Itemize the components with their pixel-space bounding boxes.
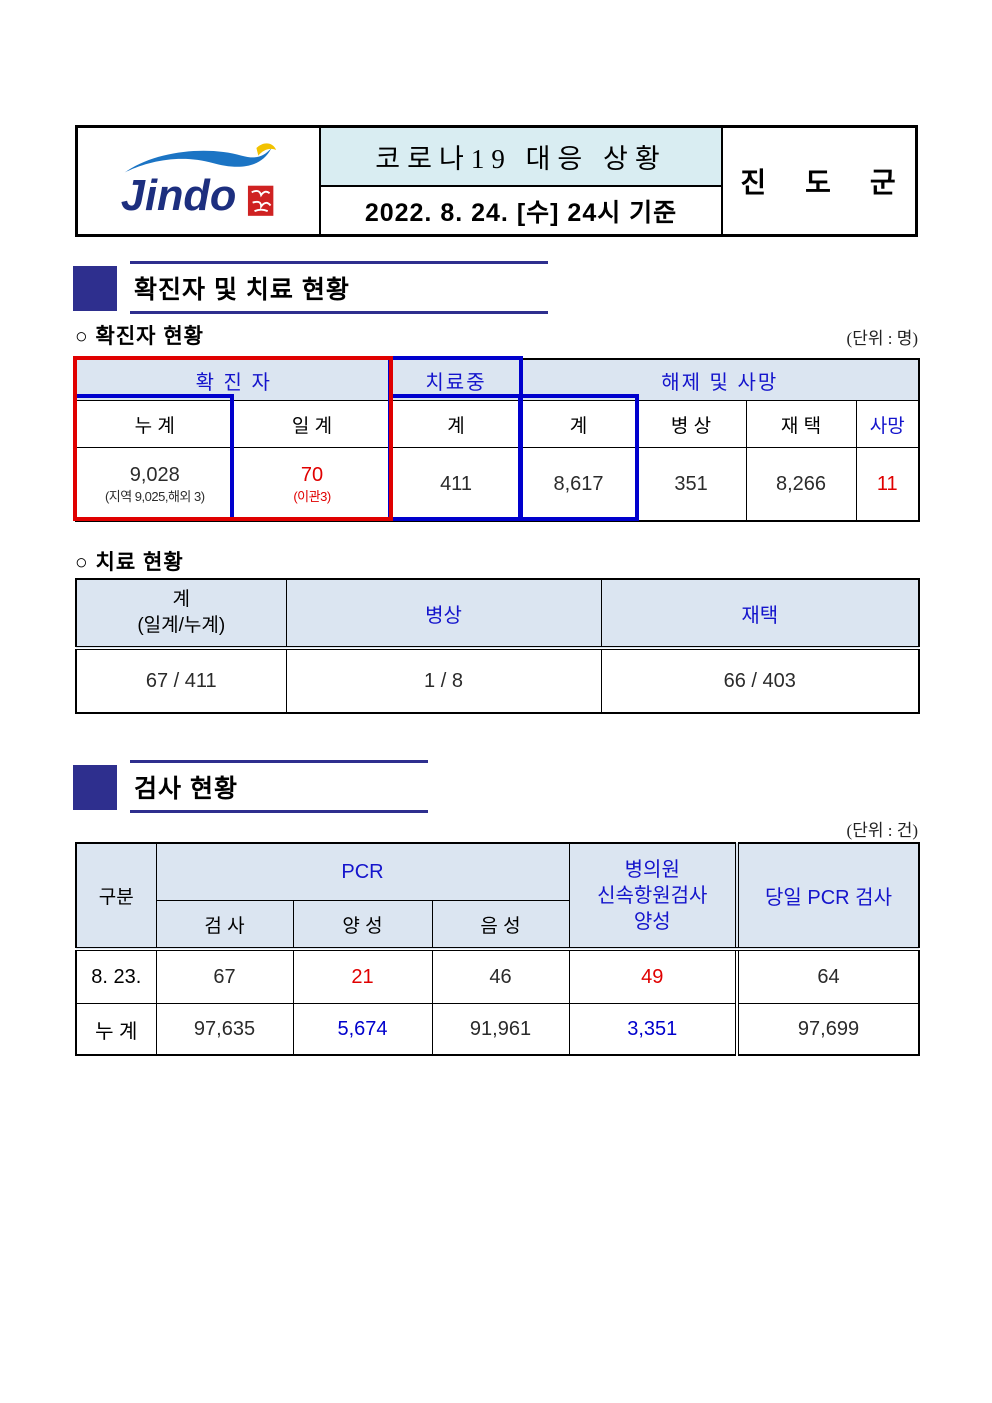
- treatment-status-table: 계 (일계/누계) 병상 재택 67 / 411 1 / 8 66 / 403: [75, 578, 920, 714]
- t2-header-total: 계 (일계/누계): [75, 578, 287, 650]
- t1-header-confirmed: 확 진 자: [75, 358, 392, 401]
- t1-cumulative-note: (지역 9,025,해외 3): [104, 489, 205, 504]
- section1-title: 확진자 및 치료 현황: [130, 261, 548, 314]
- t3-subheader-positive: 양 성: [292, 900, 433, 951]
- t3-row1-positive: 21: [292, 948, 433, 1004]
- logo-wordmark: Jindo: [120, 172, 235, 220]
- t3-header-rapid-antigen: 병의원 신속항원검사 양성: [568, 842, 738, 951]
- t3-subheader-tested: 검 사: [155, 900, 294, 951]
- t3-row2-tested: 97,635: [155, 1003, 294, 1056]
- document-title: 코로나19 대응 상황: [321, 128, 721, 187]
- section2-marker: [73, 765, 117, 810]
- t3-row1-rapid: 49: [568, 948, 738, 1004]
- t3-header-sameday-pcr: 당일 PCR 검사: [735, 842, 920, 951]
- logo-seal-script: [250, 189, 271, 212]
- t2-header-total-line1: 계: [172, 589, 190, 610]
- document-date: 2022. 8. 24. [수] 24시 기준: [364, 198, 678, 227]
- confirmed-status-label: ○ 확진자 현황: [75, 325, 204, 348]
- test-status-table: 구분 PCR 병의원 신속항원검사 양성 당일 PCR 검사 검 사 양 성 음…: [75, 842, 921, 1056]
- banner-middle: 코로나19 대응 상황 2022. 8. 24. [수] 24시 기준: [321, 128, 723, 234]
- logo-seal: [247, 185, 273, 216]
- t3-header-category: 구분: [75, 842, 157, 951]
- t1-home-value: 8,266: [745, 447, 857, 522]
- t1-cumulative-value: 9,028 (지역 9,025,해외 3): [75, 447, 234, 522]
- confirmed-cases-table: 확 진 자 치료중 해제 및 사망 누 계 일 계 계 계 병 상 재 택 사망…: [75, 358, 921, 522]
- t3-row2-sameday: 97,699: [735, 1003, 920, 1056]
- organization-name: 진 도 군: [740, 168, 912, 199]
- t1-bed-value: 351: [635, 447, 747, 522]
- unit-label-persons: (단위 : 명): [846, 329, 918, 348]
- t3-row2-negative: 91,961: [431, 1003, 570, 1056]
- header-banner: Jindo 코로나19 대응 상황 2022. 8. 24. [수] 24시 기…: [75, 125, 918, 237]
- section2-title: 검사 현황: [130, 760, 428, 813]
- t3-row2-label: 누 계: [75, 1003, 157, 1056]
- t2-bed-value: 1 / 8: [285, 647, 602, 714]
- t3-row2-rapid: 3,351: [568, 1003, 738, 1056]
- t1-header-released-death: 해제 및 사망: [520, 358, 920, 401]
- t1-daily-note: (이관3): [293, 489, 331, 504]
- t1-daily-value: 70 (이관3): [232, 447, 392, 522]
- t3-row1-tested: 67: [155, 948, 294, 1004]
- logo-wave: [124, 148, 271, 173]
- t3-row1-negative: 46: [431, 948, 570, 1004]
- t1-subheader-cumulative: 누 계: [75, 400, 234, 448]
- t1-death-value: 11: [855, 447, 920, 522]
- t3-row1-sameday: 64: [735, 948, 920, 1004]
- t2-header-home: 재택: [600, 578, 920, 650]
- t1-subheader-daily: 일 계: [232, 400, 392, 448]
- t1-cumulative-number: 9,028: [129, 464, 180, 486]
- t1-subheader-total-released: 계: [520, 400, 637, 448]
- t1-subheader-death: 사망: [855, 400, 920, 448]
- t3-header-rapid-line2: 신속항원검사: [597, 884, 708, 907]
- t3-subheader-negative: 음 성: [431, 900, 570, 951]
- section1-marker: [73, 266, 117, 311]
- t1-subheader-home: 재 택: [745, 400, 857, 448]
- t1-treating-value: 411: [390, 447, 522, 522]
- t2-total-value: 67 / 411: [75, 647, 287, 714]
- t3-header-pcr: PCR: [155, 842, 570, 901]
- t3-header-rapid-line1: 병의원: [624, 858, 680, 881]
- t3-row2-positive: 5,674: [292, 1003, 433, 1056]
- t2-header-total-line2: (일계/누계): [137, 615, 226, 636]
- t3-row1-label: 8. 23.: [75, 948, 157, 1004]
- t2-home-value: 66 / 403: [600, 647, 920, 714]
- t1-header-in-treatment: 치료중: [390, 358, 522, 401]
- t1-released-value: 8,617: [520, 447, 637, 522]
- t1-daily-number: 70: [300, 464, 324, 486]
- unit-label-cases: (단위 : 건): [846, 821, 918, 840]
- jindo-logo: Jindo: [78, 128, 321, 234]
- logo-wave-crest: [255, 143, 276, 156]
- t1-subheader-bed: 병 상: [635, 400, 747, 448]
- t3-header-rapid-line3: 양성: [633, 910, 671, 933]
- treatment-status-label: ○ 치료 현황: [75, 551, 184, 574]
- t2-header-bed: 병상: [285, 578, 602, 650]
- t1-subheader-total-treating: 계: [390, 400, 522, 448]
- jindo-logo-graphic: Jindo: [120, 143, 276, 220]
